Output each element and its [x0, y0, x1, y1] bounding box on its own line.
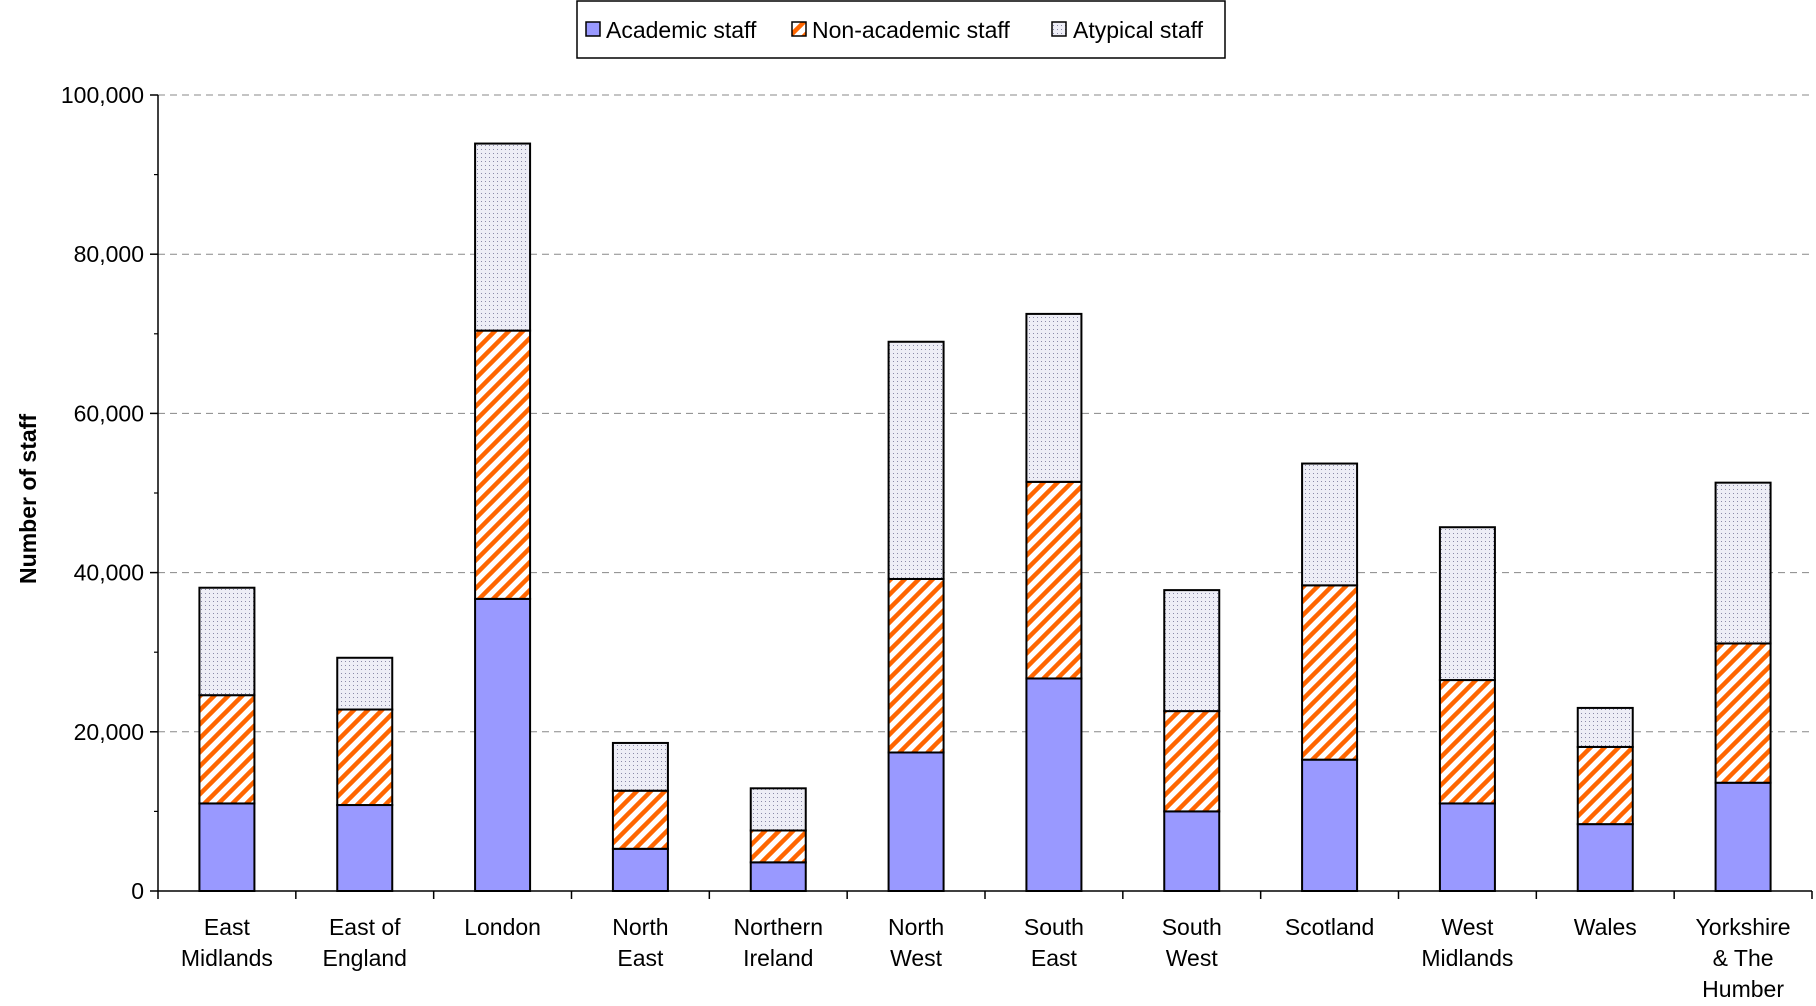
bar-segment-atypical	[749, 787, 807, 832]
category-labels: East Midlands East of England London North Eas…	[181, 914, 1791, 1002]
y-tick-label: 20,000	[74, 719, 144, 745]
bar-segment-non-academic	[1163, 710, 1221, 813]
bar-segment-academic	[198, 802, 256, 892]
x-category-label: South West	[1162, 914, 1222, 971]
bar-segment-atypical	[1025, 312, 1083, 483]
legend: Academic staff Non-academic staff Atypic…	[576, 0, 1226, 59]
x-category-label: Wales	[1574, 914, 1637, 940]
bar-stack	[1163, 589, 1221, 893]
bar-segment-non-academic	[1301, 584, 1359, 761]
x-category-label: North East	[612, 914, 668, 971]
bar-stack	[1576, 706, 1634, 892]
legend-label-academic: Academic staff	[606, 17, 757, 43]
bar-segment-atypical	[611, 741, 669, 792]
bar-stack	[749, 787, 807, 892]
bar-segment-atypical	[1301, 462, 1359, 587]
bar-segment-non-academic	[749, 829, 807, 864]
bar-segment-academic	[336, 804, 394, 892]
legend-swatch-atypical	[1051, 21, 1067, 37]
bar-segment-academic	[474, 597, 532, 892]
bar-stack	[198, 586, 256, 892]
bar-segment-academic	[1025, 677, 1083, 893]
bar-stack	[1301, 462, 1359, 892]
legend-item-atypical: Atypical staff	[1051, 17, 1204, 43]
bar-segment-academic	[1301, 758, 1359, 892]
bar-segment-atypical	[887, 340, 945, 580]
x-category-label: East of England	[323, 914, 407, 971]
y-tick-label: 100,000	[61, 82, 144, 108]
bar-segment-atypical	[1163, 589, 1221, 713]
bar-stack	[336, 656, 394, 892]
bar-segment-academic	[611, 847, 669, 893]
y-axis-title: Number of staff	[15, 414, 41, 584]
x-category-label: Yorkshire & The Humber	[1696, 914, 1791, 1002]
bar-segment-non-academic	[887, 577, 945, 754]
bar-segment-academic	[749, 861, 807, 892]
legend-swatch-non-academic	[791, 21, 807, 37]
bar-stack	[1025, 312, 1083, 893]
bar-segment-non-academic	[1576, 745, 1634, 826]
bar-segment-atypical	[1714, 481, 1772, 645]
bar-stack	[887, 340, 945, 892]
x-category-label: East Midlands	[181, 914, 273, 971]
bar-segment-non-academic	[1025, 480, 1083, 680]
bar-segment-atypical	[198, 586, 256, 697]
y-tick-label: 40,000	[74, 560, 144, 586]
bar-segment-non-academic	[336, 708, 394, 807]
x-category-label: Scotland	[1285, 914, 1375, 940]
x-category-label: West Midlands	[1421, 914, 1513, 971]
bar-segment-non-academic	[198, 694, 256, 805]
bar-segment-atypical	[1438, 526, 1496, 682]
legend-label-non-academic: Non-academic staff	[812, 17, 1010, 43]
y-tick-label: 60,000	[74, 400, 144, 426]
bar-segment-academic	[1163, 810, 1221, 893]
bar-segment-non-academic	[1438, 679, 1496, 805]
bar-segment-non-academic	[611, 789, 669, 850]
legend-label-atypical: Atypical staff	[1073, 17, 1204, 43]
bar-segment-non-academic	[1714, 642, 1772, 784]
legend-swatch-academic	[585, 21, 601, 37]
legend-frame	[576, 0, 1226, 59]
y-tick-label: 0	[131, 878, 144, 904]
bar-stack	[474, 142, 532, 892]
bar-segment-academic	[887, 751, 945, 892]
gridlines	[158, 94, 1812, 733]
y-tick-label: 80,000	[74, 241, 144, 267]
y-tick-labels: 0 20,000 40,000 60,000 80,000 100,000	[61, 82, 144, 904]
bar-stack	[611, 741, 669, 893]
legend-item-academic: Academic staff	[585, 17, 757, 43]
axes	[150, 94, 1813, 899]
bar-stack	[1438, 526, 1496, 892]
bar-segment-academic	[1438, 802, 1496, 892]
bar-segment-atypical	[336, 656, 394, 711]
bar-segment-academic	[1576, 823, 1634, 892]
bar-segment-academic	[1714, 781, 1772, 893]
bars	[198, 142, 1772, 893]
x-category-label: London	[464, 914, 541, 940]
x-category-label: South East	[1024, 914, 1084, 971]
bar-segment-atypical	[1576, 706, 1634, 748]
bar-segment-atypical	[474, 142, 532, 332]
bar-segment-non-academic	[474, 329, 532, 600]
x-category-label: North West	[888, 914, 944, 971]
x-category-label: Northern Ireland	[734, 914, 823, 971]
legend-item-non-academic: Non-academic staff	[791, 17, 1010, 43]
bar-stack	[1714, 481, 1772, 893]
